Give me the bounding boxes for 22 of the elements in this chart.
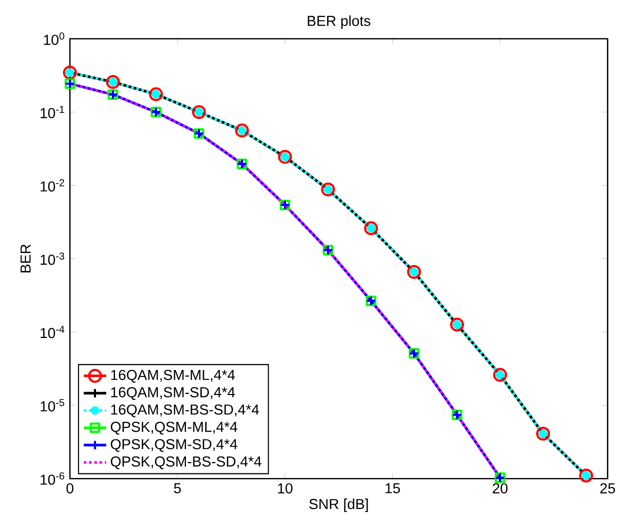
y-tick-label: 10$^{-6}$: [40, 472, 64, 485]
x-tick-label: 25: [600, 483, 616, 494]
y-tick-label: 10$^{-4}$: [40, 326, 64, 338]
legend-label: QPSK,QSM-BS-SD,4*4: [110, 456, 262, 470]
y-tick-label: 10$^{0}$: [44, 32, 64, 45]
legend-label: QPSK,QSM-ML,4*4: [110, 422, 238, 435]
y-axis-title: BER: [20, 244, 31, 272]
y-tick-label: 10$^{-5}$: [40, 399, 64, 412]
x-tick-label: 0: [66, 483, 74, 494]
legend-label: 16QAM,SM-ML,4*4: [111, 370, 235, 383]
legend-label: 16QAM,SM-SD,4*4: [111, 387, 235, 400]
x-tick-label: 15: [386, 483, 400, 494]
y-tick-label: 10$^{-2}$: [40, 179, 64, 192]
legend-label: QPSK,QSM-SD,4*4: [110, 439, 238, 452]
y-tick-label: 10$^{-1}$: [40, 106, 64, 118]
x-tick-label: 20: [492, 483, 508, 494]
legend-label: 16QAM,SM-BS-SD,4*4: [111, 404, 259, 418]
y-tick-label: 10$^{-3}$: [40, 252, 64, 265]
x-axis-title: SNR [dB]: [309, 498, 368, 512]
chart-title: BER plots: [308, 15, 370, 29]
x-tick-label: 5: [174, 483, 181, 494]
x-tick-label: 10: [278, 483, 292, 494]
